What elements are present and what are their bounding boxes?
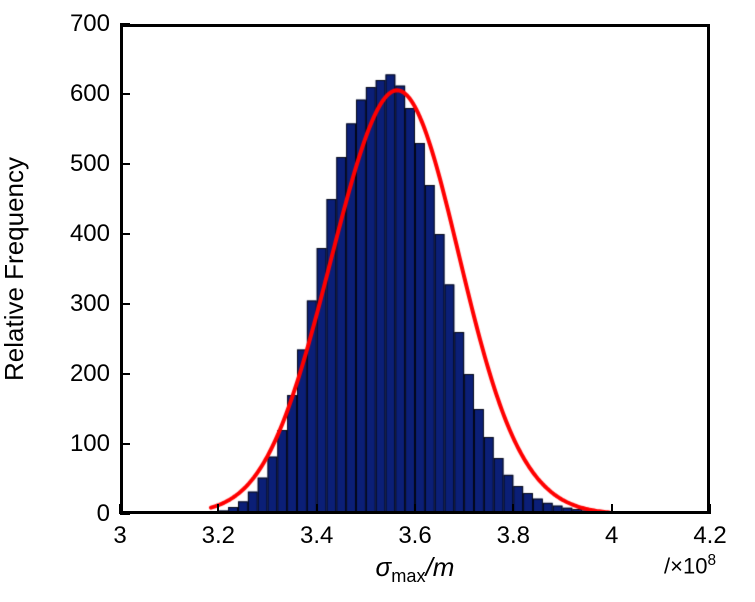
y-axis-tick-label: 200 (70, 360, 110, 388)
y-axis-tick (120, 23, 130, 25)
x-axis-tick-label: 3.4 (300, 522, 333, 550)
y-axis-tick-label: 0 (97, 500, 110, 528)
y-axis-tick-label: 700 (70, 10, 110, 38)
x-axis-tick (512, 504, 514, 514)
x-axis-label: σmax/m (376, 552, 455, 587)
x-axis-tick (709, 504, 711, 514)
x-axis-tick (217, 504, 219, 514)
histogram-canvas (120, 24, 710, 514)
y-axis-tick (120, 163, 130, 165)
x-axis-tick-label: 4 (605, 522, 618, 550)
y-axis-tick (120, 513, 130, 515)
plot-area (120, 24, 710, 514)
y-axis-tick (120, 443, 130, 445)
y-axis-tick-label: 300 (70, 290, 110, 318)
y-axis-tick (120, 233, 130, 235)
y-axis-tick-label: 100 (70, 430, 110, 458)
y-axis-tick (120, 303, 130, 305)
x-axis-tick (611, 504, 613, 514)
y-axis-tick-label: 500 (70, 150, 110, 178)
x-axis-tick-label: 3.6 (398, 522, 431, 550)
x-axis-tick-label: 3.2 (202, 522, 235, 550)
x-axis-exponent: /×108 (664, 552, 716, 579)
x-axis-tick-label: 3.8 (497, 522, 530, 550)
y-axis-tick (120, 93, 130, 95)
y-axis-label: Relative Frequency (0, 157, 30, 381)
y-axis-tick (120, 373, 130, 375)
y-axis-tick-label: 600 (70, 80, 110, 108)
x-axis-tick-label: 3 (113, 522, 126, 550)
x-axis-tick (316, 504, 318, 514)
chart-container: Relative Frequency σmax/m /×108 3 3.2 3.4 3… (0, 0, 755, 602)
y-axis-tick-label: 400 (70, 220, 110, 248)
x-axis-tick (414, 504, 416, 514)
x-axis-tick-label: 4.2 (693, 522, 726, 550)
